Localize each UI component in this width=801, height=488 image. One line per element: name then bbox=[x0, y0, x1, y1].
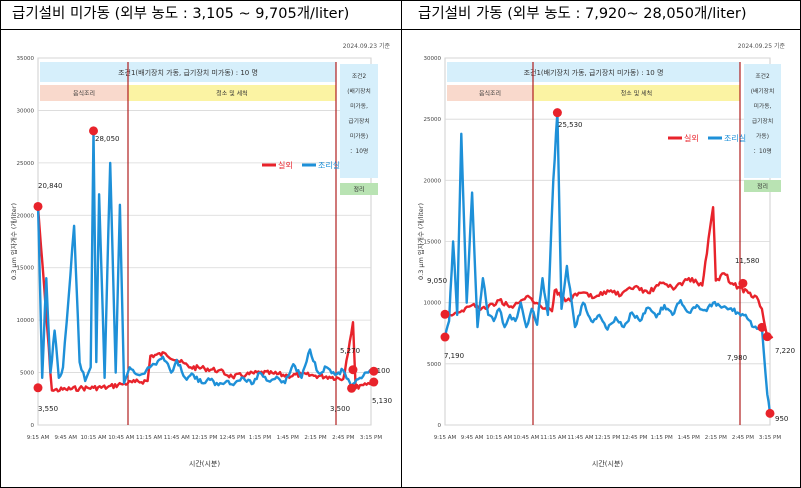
column-divider bbox=[401, 0, 402, 488]
left-panel-title: 급기설비 미가동 (외부 농도 : 3,105 ~ 9,705개/liter) bbox=[12, 6, 350, 22]
right-panel-title: 급기설비 가동 (외부 농도 : 7,920~ 28,050개/liter) bbox=[418, 6, 747, 22]
header-divider bbox=[0, 29, 801, 30]
